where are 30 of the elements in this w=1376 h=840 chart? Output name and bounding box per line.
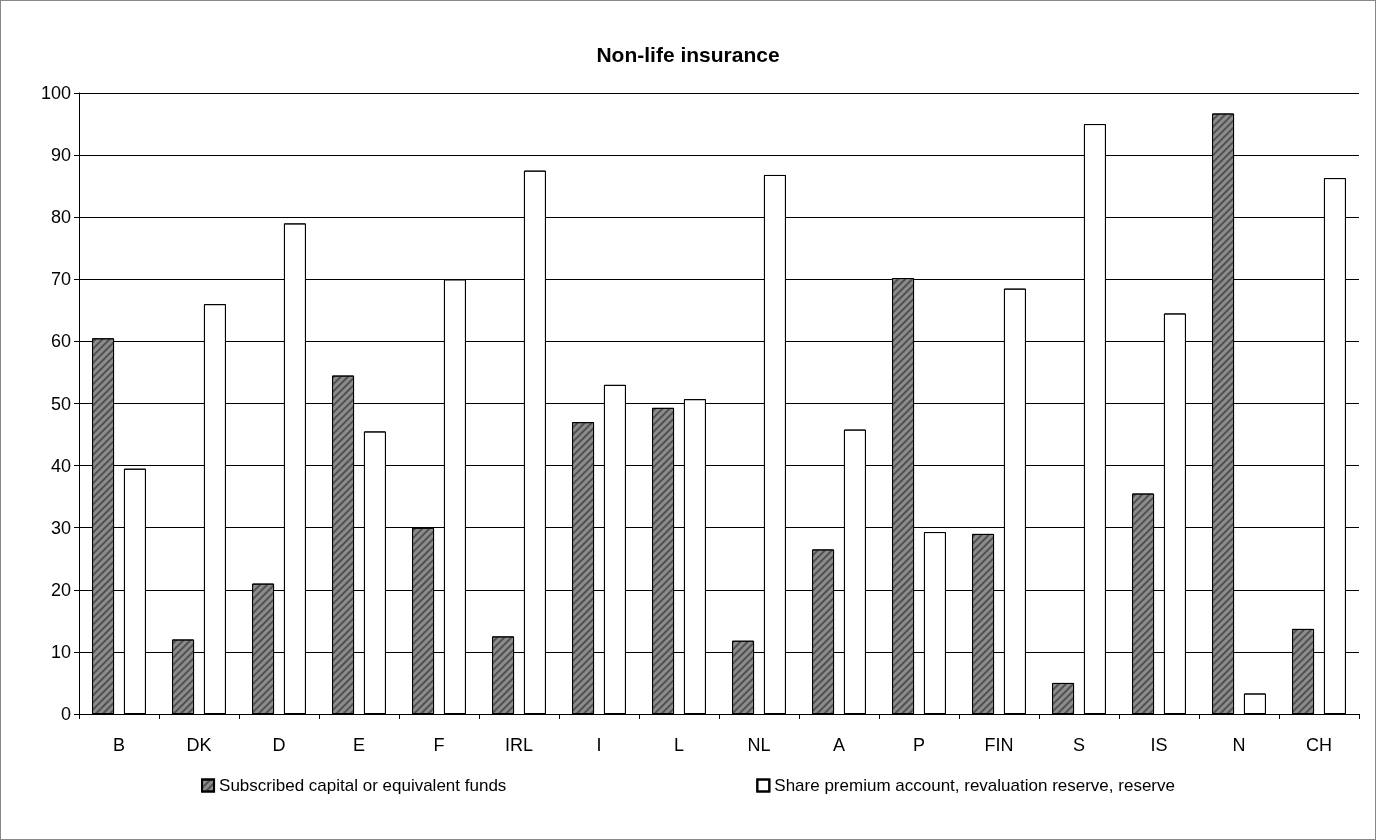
x-tick-label: A xyxy=(832,735,846,755)
x-tick-label: CH xyxy=(1306,735,1332,755)
x-tick-label: I xyxy=(596,735,602,755)
x-tick-label: N xyxy=(1232,735,1246,755)
x-tick-label: P xyxy=(912,735,926,755)
y-tick-label: 20 xyxy=(50,579,71,600)
y-tick-label: 100 xyxy=(40,83,71,103)
legend-label: Subscribed capital or equivalent funds xyxy=(219,776,507,795)
x-tick-label: B xyxy=(112,735,126,755)
y-tick-label: 80 xyxy=(50,207,71,228)
y-tick-label: 40 xyxy=(50,455,71,476)
y-tick-label: 30 xyxy=(50,517,71,538)
y-tick-label: 70 xyxy=(50,269,71,290)
legend-label: Share premium account, revaluation reserve, reserve xyxy=(774,776,1175,795)
y-tick-label: 90 xyxy=(50,145,71,166)
y-tick-label: 10 xyxy=(50,641,71,662)
y-tick-label: 0 xyxy=(60,704,71,724)
x-tick-label: F xyxy=(433,735,445,755)
chart-title: Non-life insurance xyxy=(596,43,780,66)
y-tick-label: 50 xyxy=(50,393,71,414)
x-tick-label: L xyxy=(673,735,685,755)
x-tick-label: NL xyxy=(747,735,771,755)
x-tick-label: IRL xyxy=(504,735,534,755)
x-tick-label: FIN xyxy=(984,735,1014,755)
x-tick-label: DK xyxy=(186,735,212,755)
x-tick-label: S xyxy=(1072,735,1086,755)
x-tick-label: E xyxy=(352,735,366,755)
x-tick-label: D xyxy=(272,735,286,755)
y-tick-label: 60 xyxy=(50,331,71,352)
x-tick-label: IS xyxy=(1150,735,1168,755)
